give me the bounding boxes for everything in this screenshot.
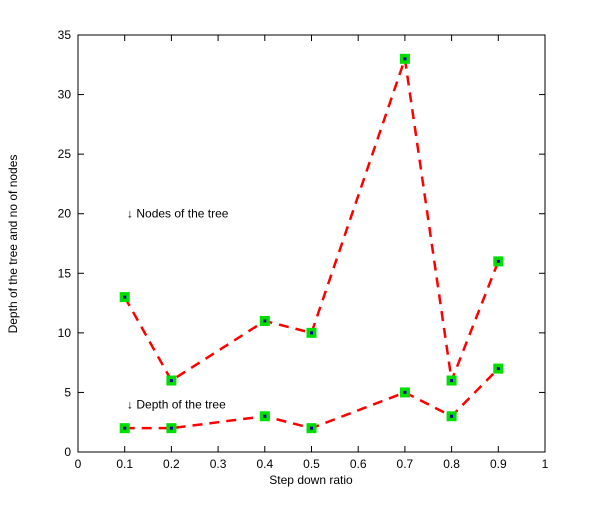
data-point-center bbox=[496, 259, 500, 263]
y-tick-label: 10 bbox=[58, 326, 72, 340]
y-tick-label: 15 bbox=[58, 266, 72, 280]
x-tick-label: 0.7 bbox=[397, 457, 414, 471]
data-point-center bbox=[403, 57, 407, 61]
x-tick-label: 0.1 bbox=[116, 457, 133, 471]
data-point-center bbox=[496, 367, 500, 371]
x-tick-label: 0.6 bbox=[350, 457, 367, 471]
x-tick-label: 0.9 bbox=[490, 457, 507, 471]
x-tick-label: 0.2 bbox=[163, 457, 180, 471]
data-point-center bbox=[310, 331, 313, 335]
chart-layer: 0 0.1 0.2 0.3 0.4 0.5 0.6 0.7 0.8 0.9 105101520253… bbox=[58, 28, 549, 471]
y-axis-label: Depth of the tree and no of nodes bbox=[6, 155, 20, 334]
data-point-center bbox=[169, 379, 173, 383]
x-tick-label: 1 bbox=[542, 457, 549, 471]
data-point-center bbox=[123, 426, 127, 430]
y-tick-label: 30 bbox=[58, 88, 72, 102]
plot-frame bbox=[77, 34, 546, 453]
annotation-0: ↓ Nodes of the tree bbox=[127, 207, 229, 221]
data-point-center bbox=[450, 414, 454, 418]
x-tick-label: 0.4 bbox=[256, 457, 273, 471]
data-point-center bbox=[123, 295, 127, 299]
x-tick-label: 0.3 bbox=[210, 457, 227, 471]
y-tick-label: 20 bbox=[58, 207, 72, 221]
x-tick-label: 0.8 bbox=[443, 457, 460, 471]
y-tick-label: 35 bbox=[58, 28, 72, 42]
y-tick-label: 0 bbox=[64, 445, 71, 459]
x-tick-label: 0.5 bbox=[303, 457, 320, 471]
data-point-center bbox=[263, 414, 267, 418]
data-point-center bbox=[263, 319, 267, 323]
data-point-center bbox=[310, 426, 313, 430]
data-point-center bbox=[403, 390, 407, 394]
data-point-center bbox=[450, 379, 454, 383]
x-axis-label: Step down ratio bbox=[269, 473, 353, 487]
annotation-1: ↓ Depth of the tree bbox=[127, 397, 226, 411]
data-point-center bbox=[169, 426, 173, 430]
y-tick-label: 25 bbox=[58, 147, 72, 161]
y-tick-label: 5 bbox=[64, 385, 71, 399]
x-tick-label: 0 bbox=[75, 457, 82, 471]
